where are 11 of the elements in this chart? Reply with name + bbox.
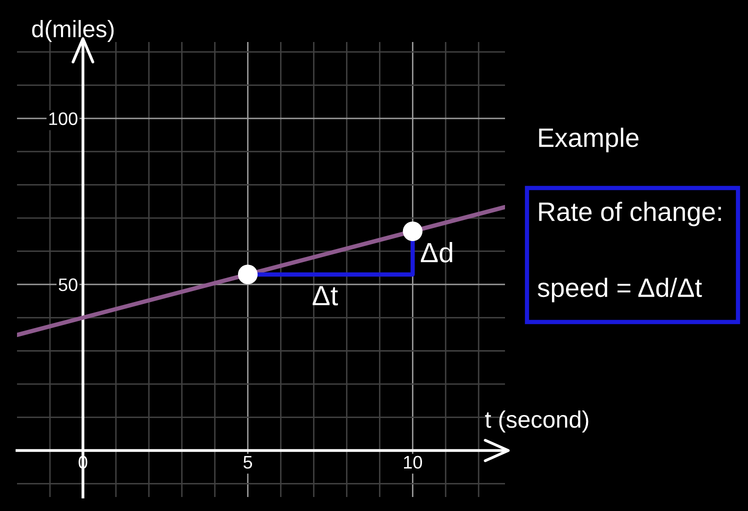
text: speed = Δd/Δt: [538, 278, 702, 302]
y-tick-label: 100: [49, 112, 78, 126]
text: Example: [539, 128, 638, 152]
x-tick-label: 10: [404, 456, 422, 469]
y-axis-title: d(miles): [32, 20, 114, 42]
text: Rate of change:: [539, 202, 721, 226]
y-tick-label: 50: [58, 278, 78, 292]
x-tick-label: 5: [244, 456, 252, 469]
annotation: Δt: [312, 286, 338, 306]
x-axis-title: t (second): [485, 410, 588, 433]
annotation: Δd: [420, 242, 452, 262]
